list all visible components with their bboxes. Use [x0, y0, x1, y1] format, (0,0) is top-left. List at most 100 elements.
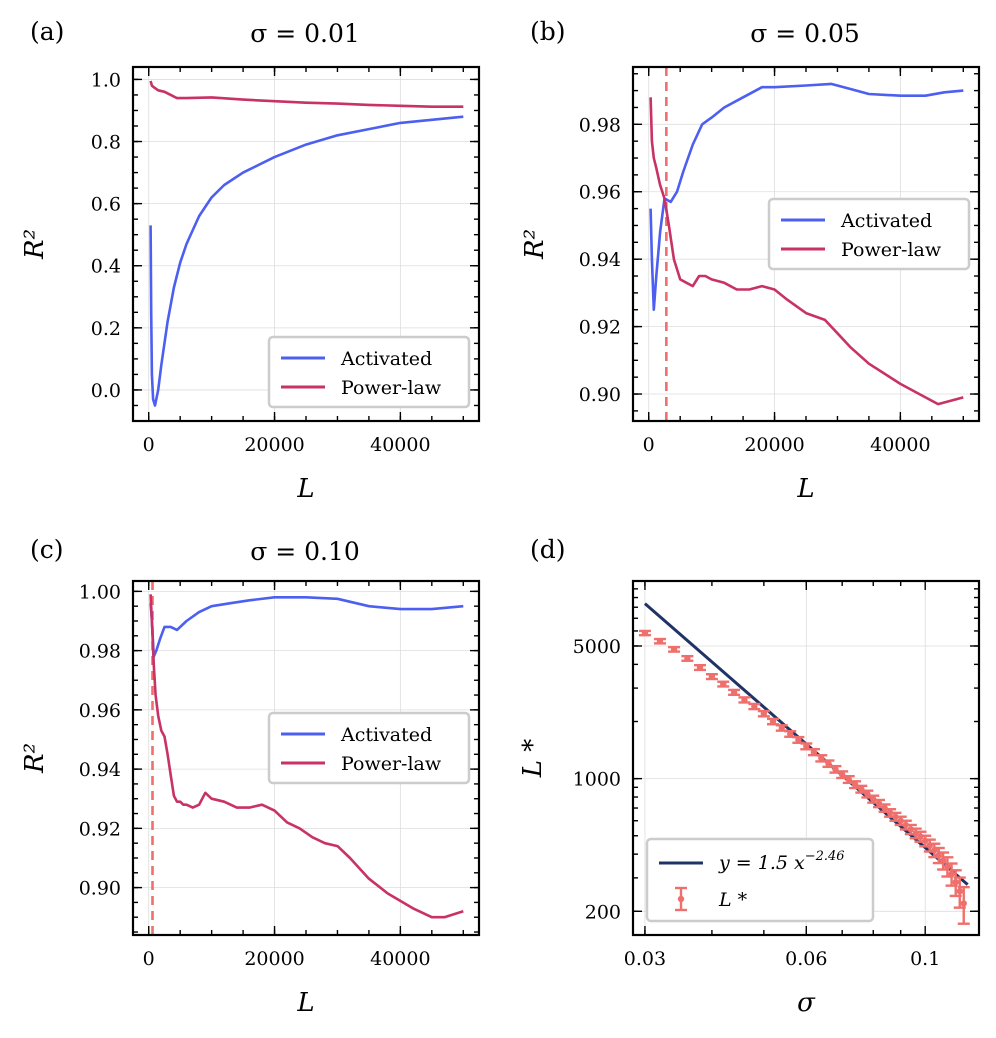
panel-title-c: σ = 0.10	[250, 537, 360, 566]
x-tick-label: 0	[143, 948, 155, 970]
x-axis-label: L	[296, 988, 314, 1018]
plot-frame	[131, 579, 481, 937]
x-tick-label: 0.1	[910, 948, 940, 970]
series-layer	[149, 80, 464, 407]
legend-box	[767, 197, 971, 271]
y-tick-label: 1.0	[91, 69, 121, 91]
lstar-point	[748, 702, 761, 711]
lstar-point	[855, 784, 868, 794]
legend-power-law-label: Power-law	[841, 239, 942, 261]
x-tick-label: 40000	[870, 434, 930, 456]
legend-box	[267, 711, 471, 785]
x-axis-label: L	[796, 474, 814, 504]
x-tick-label: 20000	[244, 434, 304, 456]
y-tick-label: 1.00	[79, 581, 121, 603]
y-tick-label: 0.4	[91, 256, 121, 278]
y-tick-label: 1000	[573, 769, 621, 791]
lstar-point	[638, 629, 651, 637]
data-point	[684, 655, 691, 662]
lstar-point	[957, 885, 970, 925]
y-tick-label: 0.2	[91, 318, 121, 340]
y-tick-label: 0.8	[91, 132, 121, 154]
y-tick-label: 0.0	[91, 380, 121, 402]
plot-frame	[131, 65, 481, 423]
legend: Activated Power-law	[767, 197, 971, 271]
legend-activated-label: Activated	[840, 210, 932, 232]
x-tick-label: 40000	[370, 948, 430, 970]
power-law-line	[149, 80, 464, 108]
data-point	[939, 857, 947, 864]
data-point	[696, 664, 704, 671]
data-point	[670, 646, 678, 653]
panel-label-a: (a)	[30, 17, 64, 46]
y-tick-label: 200	[585, 901, 621, 923]
lstar-point	[717, 680, 730, 688]
data-point	[656, 637, 664, 645]
panel-label-b: (b)	[530, 17, 566, 46]
data-point	[641, 629, 649, 637]
x-tick-label: 0	[143, 434, 155, 456]
data-point	[795, 736, 802, 744]
plot-area-a: 0 20000 40000 0.0 0.2 0.4 0.6 0.8 1.0 L R² Activate…	[20, 65, 481, 504]
lstar-point	[705, 673, 718, 681]
lstar-point	[653, 637, 666, 645]
lstar-point	[949, 869, 962, 898]
y-tick-label: 0.94	[579, 249, 621, 271]
y-tick-label: 0.90	[579, 384, 621, 406]
legend-power-law-label: Power-law	[341, 377, 442, 399]
lstar-point	[928, 842, 941, 859]
y-tick-label: 0.98	[579, 114, 621, 136]
y-axis-label: R²	[20, 743, 50, 774]
data-point	[708, 673, 716, 680]
data-point	[741, 696, 748, 704]
plot-area-b: 0 20000 40000 0.90 0.92 0.94 0.96 0.98 L R² Activa…	[520, 65, 981, 504]
lstar-point	[738, 696, 751, 704]
lstar-point	[775, 724, 788, 732]
y-tick-label: 0.92	[579, 317, 621, 339]
legend-box	[267, 335, 471, 409]
activated-line	[149, 115, 464, 407]
y-axis-label: R²	[20, 229, 50, 260]
data-point	[730, 689, 738, 696]
x-tick-label: 0.06	[785, 948, 827, 970]
legend: Activated Power-law	[267, 335, 471, 409]
panel-title-a: σ = 0.01	[250, 19, 360, 48]
legend: y = 1.5 x−2.46 L *	[645, 837, 875, 923]
data-point	[769, 718, 777, 725]
lstar-point	[757, 709, 770, 718]
x-axis-label: σ	[797, 988, 816, 1018]
lstar-point	[792, 735, 805, 744]
plot-frame	[631, 65, 981, 423]
y-tick-label: 0.96	[579, 182, 621, 204]
y-tick-label: 0.90	[79, 878, 121, 900]
plot-frame	[631, 579, 981, 937]
panel-label-d: (d)	[530, 535, 566, 564]
data-point	[944, 863, 951, 870]
legend-power-law-label: Power-law	[341, 753, 442, 775]
lstar-point	[681, 654, 694, 662]
plot-area-c: 0 20000 40000 0.90 0.92 0.94 0.96 0.98 1.00 L R² Ac…	[20, 579, 481, 1018]
series-layer	[638, 602, 970, 925]
x-tick-label: 40000	[370, 434, 430, 456]
y-axis-label: R²	[520, 229, 550, 260]
y-tick-label: 5000	[573, 636, 621, 658]
panel-title-b: σ = 0.05	[750, 19, 860, 48]
panel-a: (a) σ = 0.01 0 20000 40000 0.0 0.2 0.4 0.6 0.8 1…	[20, 17, 481, 504]
data-point	[810, 748, 818, 756]
data-point	[720, 680, 727, 688]
data-point	[952, 878, 959, 886]
data-point	[956, 888, 963, 895]
panel-label-c: (c)	[30, 535, 64, 564]
series-layer	[149, 581, 464, 935]
legend-fit-label: y = 1.5 x−2.46	[718, 849, 845, 874]
legend-activated-label: Activated	[340, 724, 432, 746]
lstar-point	[953, 876, 966, 909]
lstar-point	[766, 717, 779, 726]
activated-line	[649, 82, 964, 312]
panel-b: (b) σ = 0.05 0 20000 40000 0.90 0.92 0.94 0.96…	[520, 17, 981, 504]
data-point	[948, 870, 955, 878]
legend: Activated Power-law	[267, 711, 471, 785]
y-tick-label: 0.6	[91, 194, 121, 216]
